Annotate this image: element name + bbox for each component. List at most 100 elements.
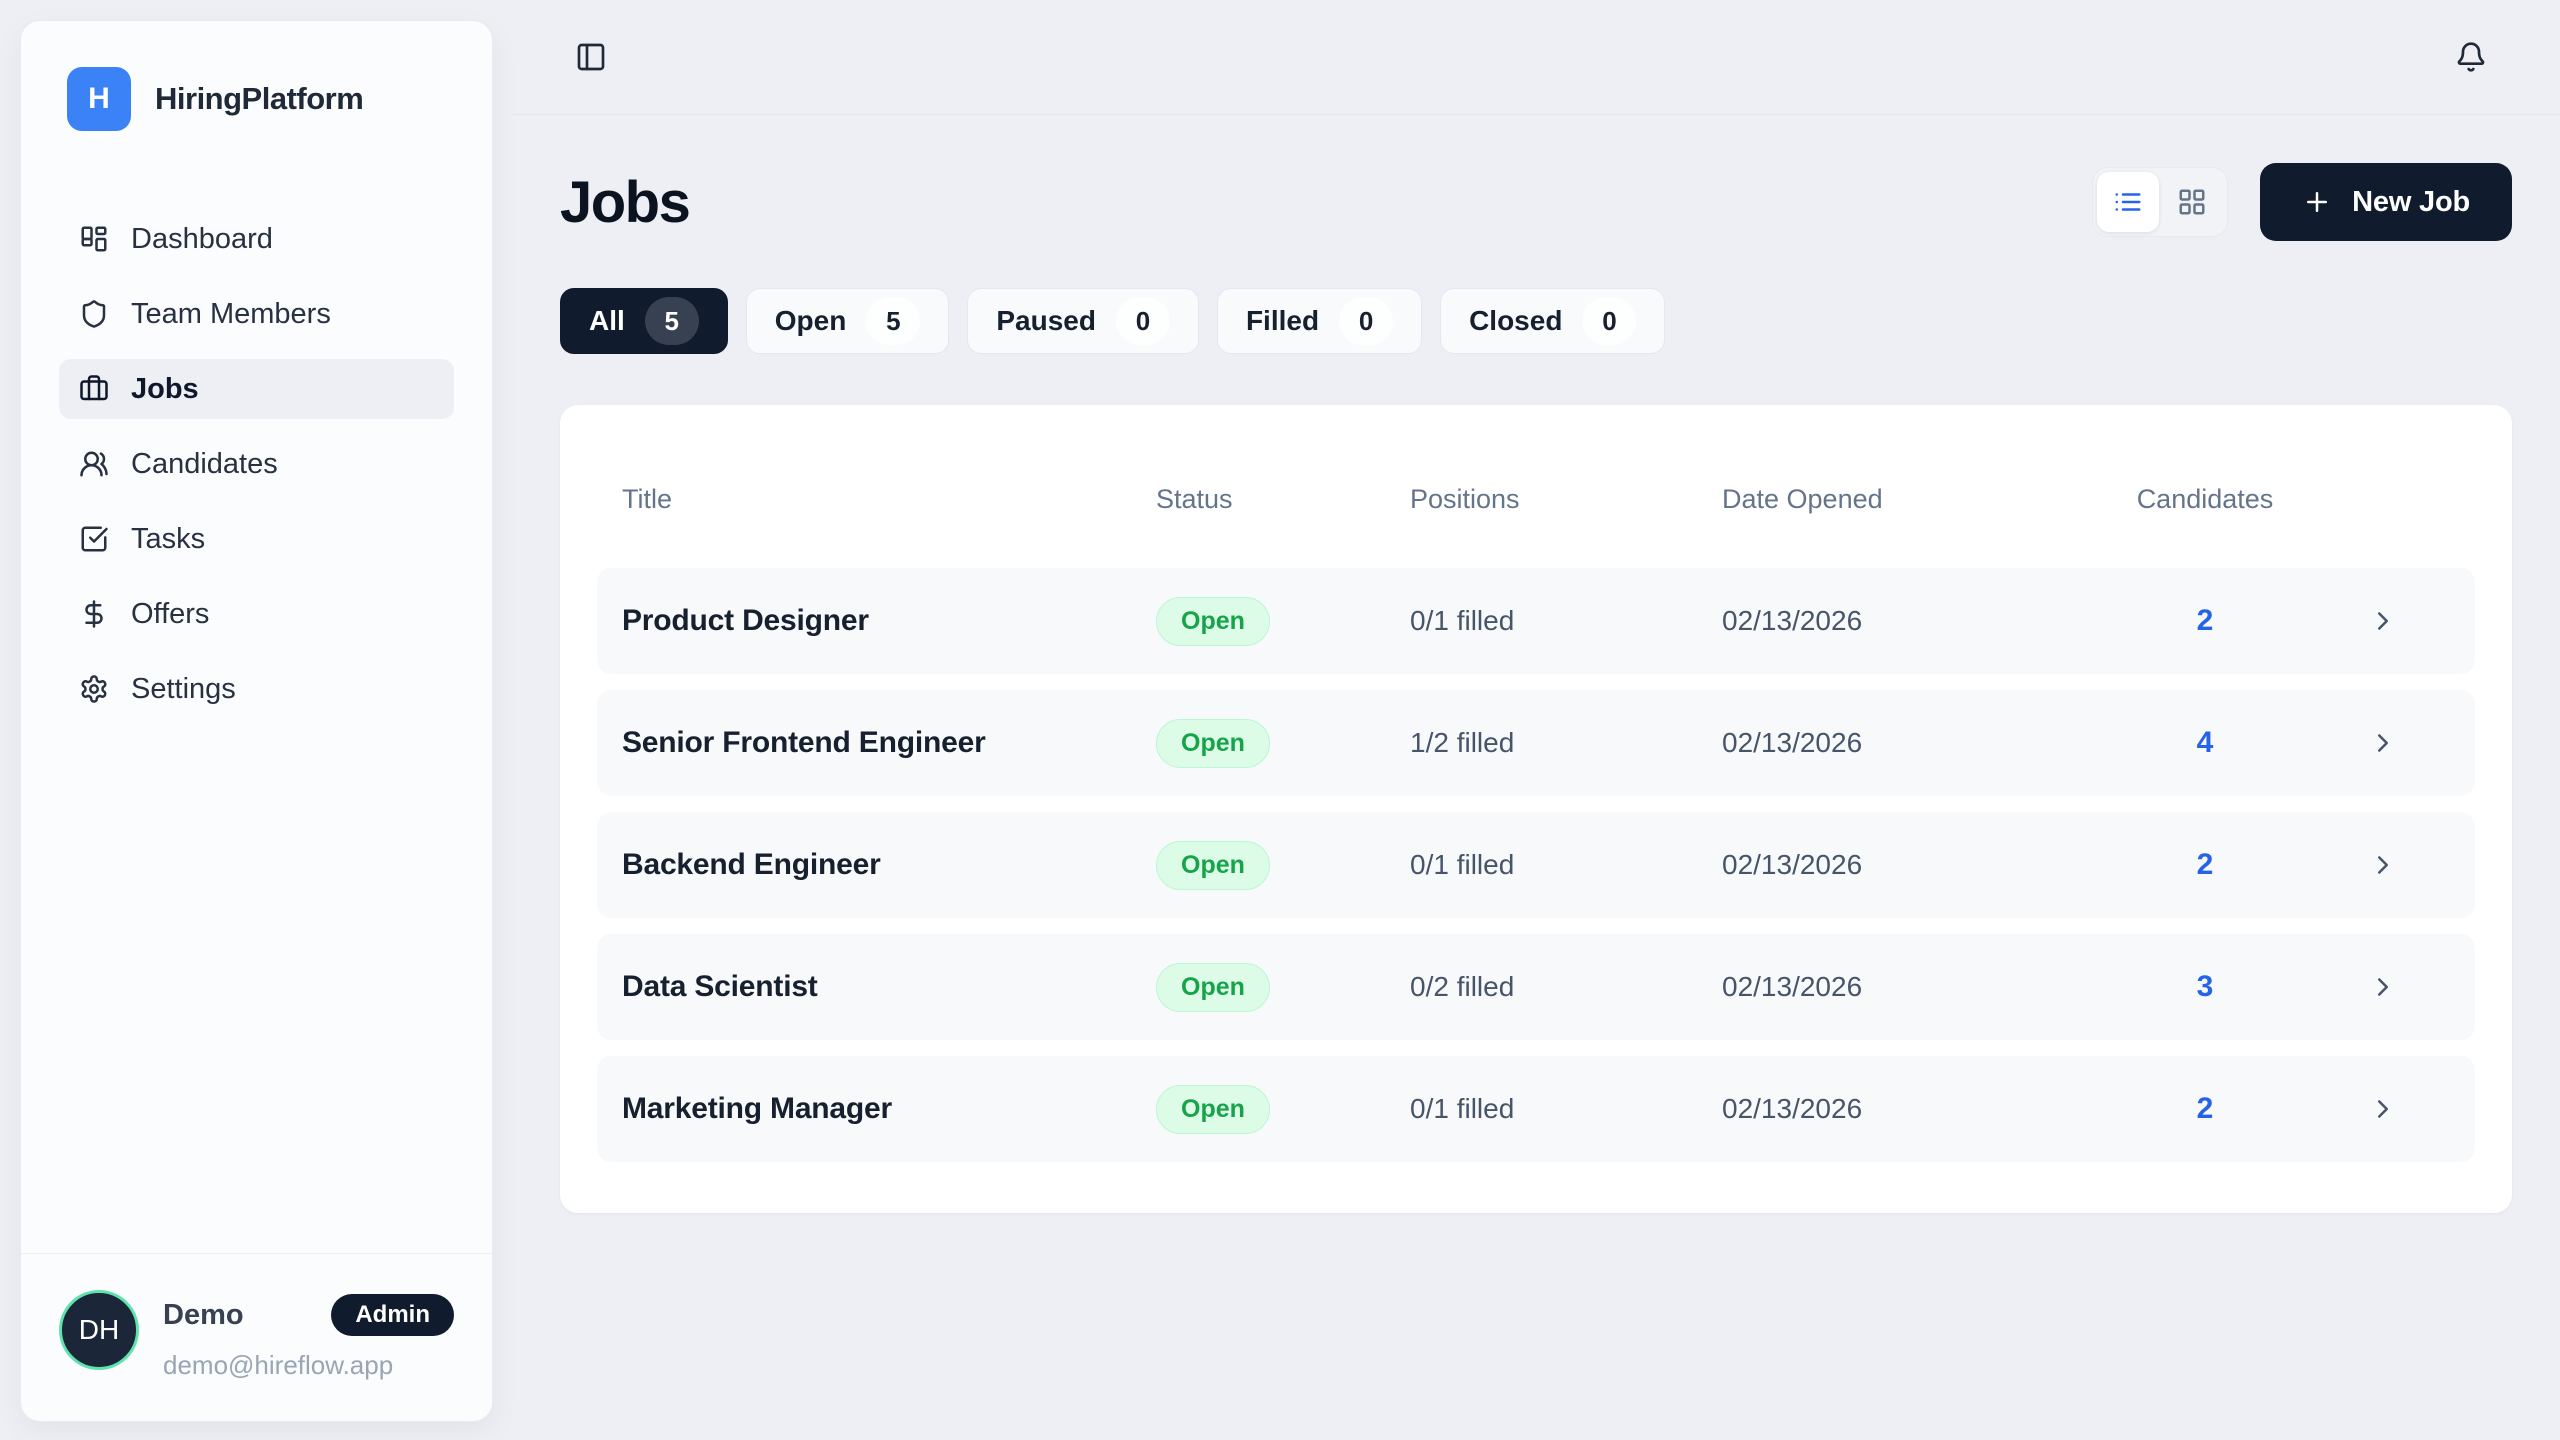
status-badge: Open	[1156, 1084, 1270, 1134]
column-header-status: Status	[1156, 484, 1233, 514]
column-header-date-opened: Date Opened	[1722, 484, 1883, 514]
user-email: demo@hireflow.app	[163, 1350, 394, 1380]
sidebar-item-label: Settings	[131, 672, 236, 705]
sidebar-item-label: Jobs	[131, 372, 199, 405]
plus-icon	[2302, 187, 2332, 217]
date-opened-cell: 02/13/2026	[1722, 1093, 1863, 1124]
column-header-title: Title	[622, 484, 673, 514]
sidebar-item-label: Tasks	[131, 522, 206, 555]
users-icon	[79, 449, 109, 479]
user-name: Demo	[163, 1298, 244, 1331]
filter-filled[interactable]: Filled 0	[1216, 288, 1423, 354]
chevron-right-icon[interactable]	[2330, 972, 2435, 1002]
sidebar-nav: Dashboard Team Members Jobs Candidates	[21, 209, 492, 734]
user-info: Demo Admin demo@hireflow.app	[163, 1290, 454, 1381]
candidates-count[interactable]: 3	[2196, 970, 2214, 1003]
chevron-right-icon[interactable]	[2330, 728, 2435, 758]
table-row[interactable]: Backend Engineer Open 0/1 filled 02/13/2…	[597, 812, 2475, 918]
app-logo: H	[67, 67, 131, 131]
candidates-count[interactable]: 2	[2196, 604, 2214, 637]
jobs-table-card: Title Status Positions Date Opened Candi…	[560, 405, 2512, 1213]
user-profile[interactable]: DH Demo Admin demo@hireflow.app	[21, 1253, 492, 1421]
candidates-count[interactable]: 2	[2196, 1092, 2214, 1125]
sidebar-item-candidates[interactable]: Candidates	[59, 434, 454, 494]
status-badge: Open	[1156, 718, 1270, 768]
sidebar-item-tasks[interactable]: Tasks	[59, 509, 454, 569]
chevron-right-icon[interactable]	[2330, 606, 2435, 636]
filter-label: Open	[774, 305, 847, 336]
date-opened-cell: 02/13/2026	[1722, 971, 1863, 1002]
filter-label: Paused	[996, 305, 1096, 336]
filter-label: Closed	[1469, 305, 1563, 336]
sidebar-item-dashboard[interactable]: Dashboard	[59, 209, 454, 269]
list-icon	[2113, 187, 2143, 217]
filter-closed[interactable]: Closed 0	[1440, 288, 1666, 354]
filter-all[interactable]: All 5	[560, 288, 728, 354]
status-badge: Open	[1156, 840, 1270, 890]
filter-count: 0	[1582, 297, 1637, 345]
brand-name: HiringPlatform	[155, 81, 364, 116]
sidebar-item-label: Team Members	[131, 297, 331, 330]
column-header-positions: Positions	[1410, 484, 1520, 514]
page-title: Jobs	[560, 169, 691, 235]
date-opened-cell: 02/13/2026	[1722, 849, 1863, 880]
sidebar-item-team-members[interactable]: Team Members	[59, 284, 454, 344]
sidebar-toggle-button[interactable]	[575, 41, 607, 73]
gear-icon	[79, 674, 109, 704]
filter-label: Filled	[1245, 305, 1320, 336]
filter-count: 5	[866, 297, 921, 345]
positions-cell: 0/1 filled	[1410, 849, 1515, 880]
table-row[interactable]: Senior Frontend Engineer Open 1/2 filled…	[597, 690, 2475, 796]
table-row[interactable]: Data Scientist Open 0/2 filled 02/13/202…	[597, 934, 2475, 1040]
positions-cell: 1/2 filled	[1410, 727, 1515, 758]
avatar: DH	[59, 1290, 139, 1370]
briefcase-icon	[79, 374, 109, 404]
job-title: Marketing Manager	[622, 1092, 892, 1125]
date-opened-cell: 02/13/2026	[1722, 605, 1863, 636]
panel-left-icon	[575, 41, 607, 73]
page-header: Jobs	[560, 162, 2512, 242]
sidebar-item-label: Offers	[131, 597, 210, 630]
dollar-icon	[79, 599, 109, 629]
new-job-button[interactable]: New Job	[2260, 163, 2512, 241]
content: Jobs	[493, 162, 2560, 1213]
sidebar-item-offers[interactable]: Offers	[59, 584, 454, 644]
filter-count: 5	[644, 297, 699, 345]
main-area: Jobs	[493, 0, 2560, 1440]
job-title: Product Designer	[622, 604, 869, 637]
brand: H HiringPlatform	[21, 21, 492, 131]
chevron-right-icon[interactable]	[2330, 1094, 2435, 1124]
status-filters: All 5 Open 5 Paused 0 Filled 0 Closed	[560, 288, 2512, 354]
status-badge: Open	[1156, 962, 1270, 1012]
role-badge: Admin	[331, 1294, 454, 1336]
filter-count: 0	[1115, 297, 1170, 345]
positions-cell: 0/2 filled	[1410, 971, 1515, 1002]
notifications-button[interactable]	[2455, 41, 2487, 73]
column-header-candidates: Candidates	[2136, 484, 2274, 514]
sidebar-item-label: Candidates	[131, 447, 278, 480]
bell-icon	[2455, 41, 2487, 73]
sidebar-item-jobs[interactable]: Jobs	[59, 359, 454, 419]
table-row[interactable]: Marketing Manager Open 0/1 filled 02/13/…	[597, 1056, 2475, 1162]
topbar	[513, 0, 2560, 115]
new-job-label: New Job	[2352, 185, 2470, 218]
status-badge: Open	[1156, 596, 1270, 646]
sidebar: H HiringPlatform Dashboard Team Members	[20, 20, 493, 1422]
filter-open[interactable]: Open 5	[745, 288, 950, 354]
candidates-count[interactable]: 2	[2196, 848, 2214, 881]
table-row[interactable]: Product Designer Open 0/1 filled 02/13/2…	[597, 568, 2475, 674]
job-title: Senior Frontend Engineer	[622, 726, 986, 759]
sidebar-item-settings[interactable]: Settings	[59, 659, 454, 719]
filter-count: 0	[1339, 297, 1394, 345]
job-title: Data Scientist	[622, 970, 818, 1003]
dashboard-icon	[79, 224, 109, 254]
filter-paused[interactable]: Paused 0	[967, 288, 1199, 354]
list-view-button[interactable]	[2097, 172, 2160, 232]
view-toggle	[2092, 167, 2229, 237]
check-square-icon	[79, 524, 109, 554]
grid-view-button[interactable]	[2161, 172, 2223, 232]
sidebar-item-label: Dashboard	[131, 222, 273, 255]
chevron-right-icon[interactable]	[2330, 850, 2435, 880]
grid-icon	[2177, 187, 2207, 217]
candidates-count[interactable]: 4	[2196, 726, 2214, 759]
